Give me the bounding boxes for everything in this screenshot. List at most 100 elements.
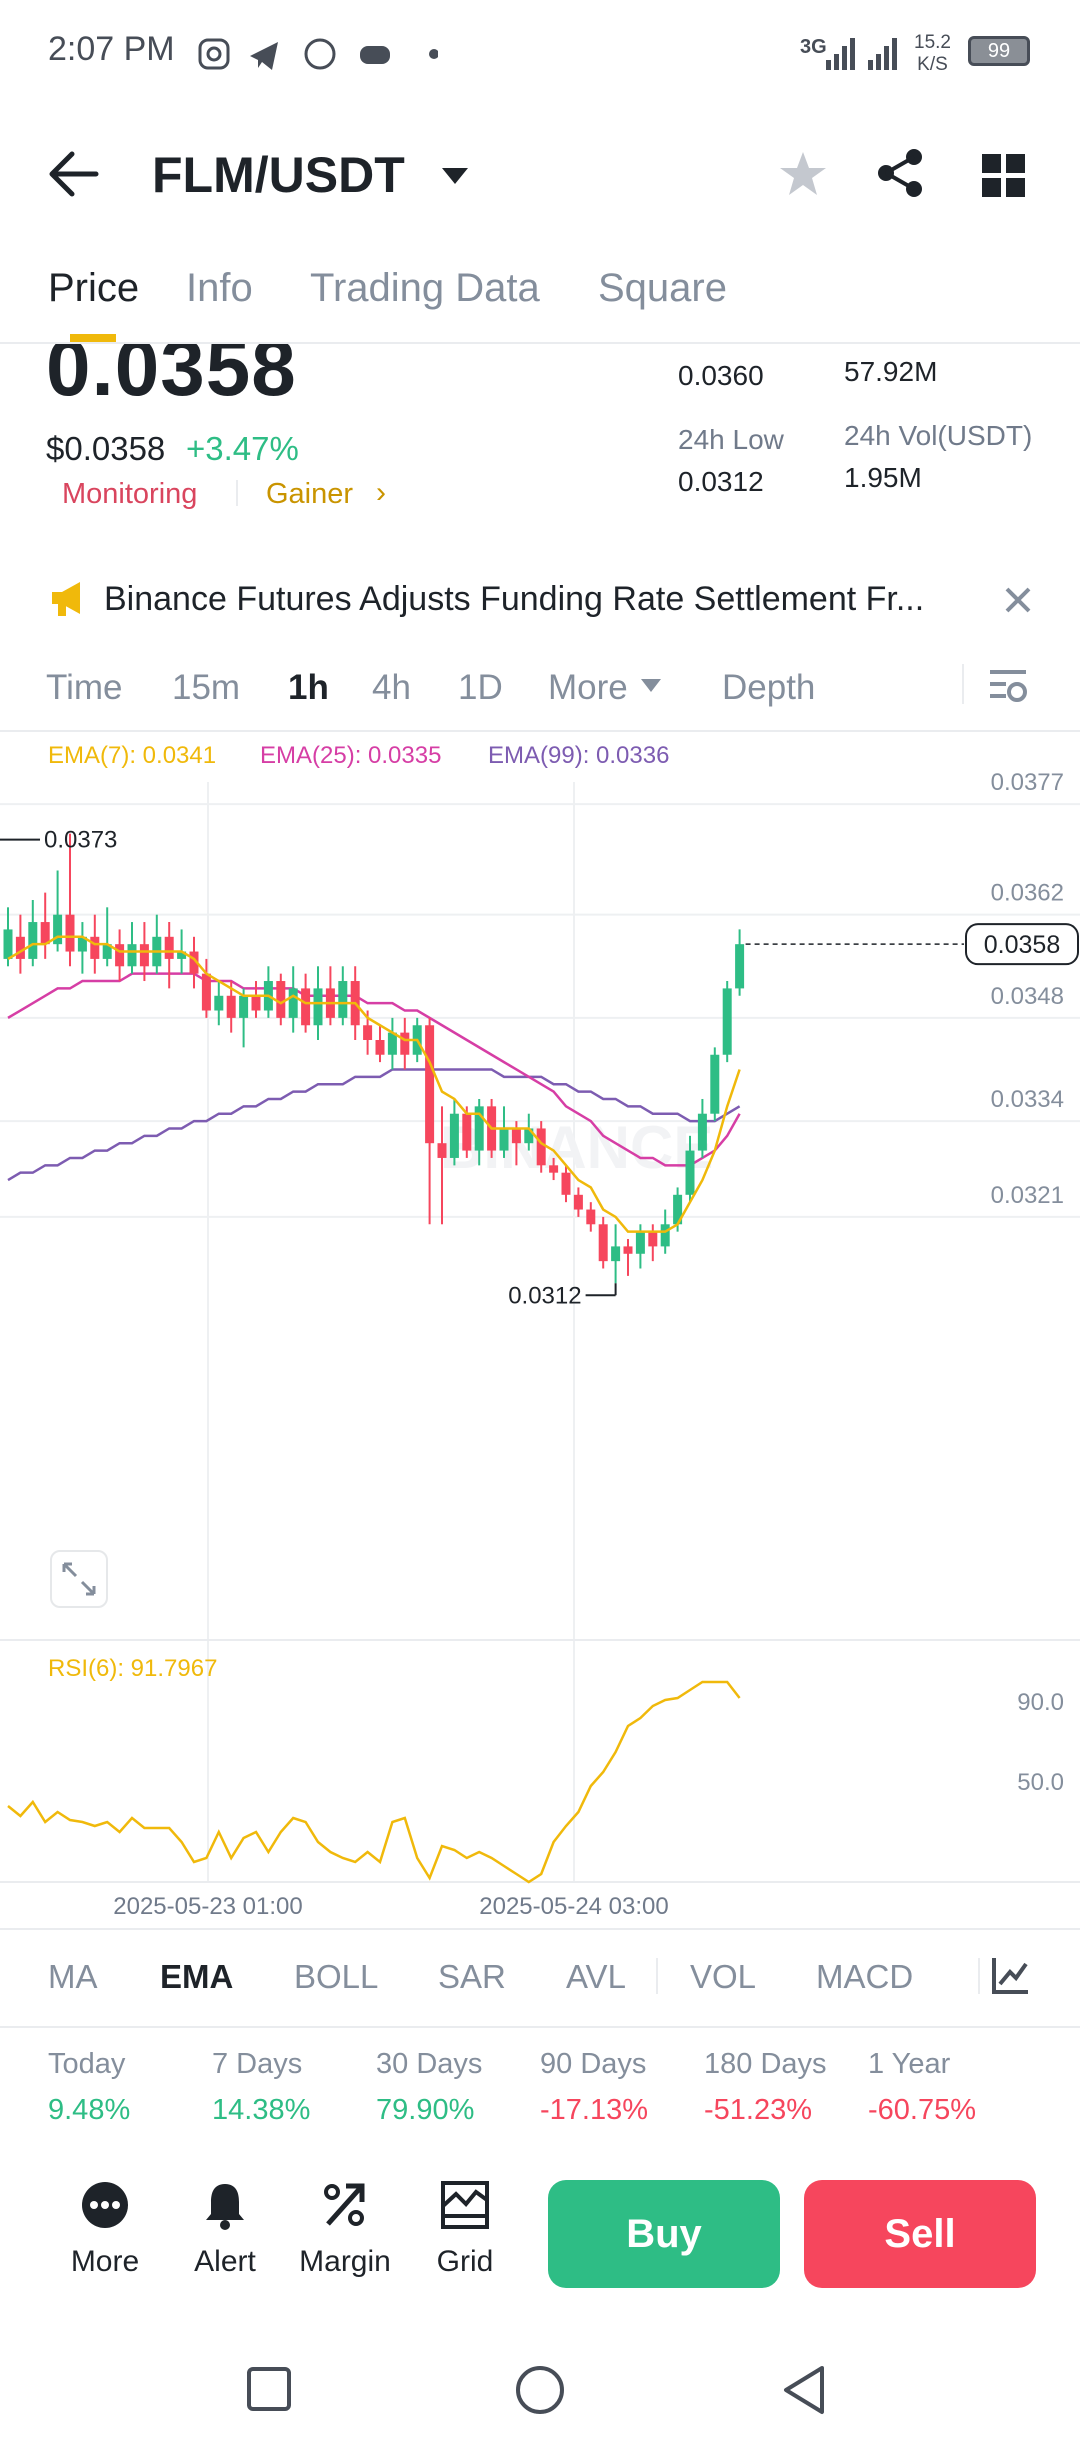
indicator-avl[interactable]: AVL: [566, 1958, 626, 1995]
close-icon[interactable]: [1004, 586, 1032, 614]
candle-body: [3, 929, 13, 959]
y-tick-label: 0.0362: [991, 880, 1064, 907]
performance-row: [0, 2026, 1080, 2156]
candle-body: [313, 988, 323, 1026]
candle-body: [722, 988, 732, 1055]
candle-body: [710, 1054, 720, 1114]
timeframe-1d[interactable]: 1D: [458, 668, 503, 707]
perf-value-7d: 14.38%: [212, 2094, 311, 2126]
perf-label-180d: 180 Days: [704, 2048, 827, 2080]
tab-trading-data[interactable]: Trading Data: [310, 266, 540, 310]
timeframe-15m[interactable]: 15m: [172, 668, 241, 707]
indicator-bar: [0, 1928, 1080, 2028]
tab-price[interactable]: Price: [48, 266, 140, 310]
indicator-ma[interactable]: MA: [48, 1958, 98, 1995]
candle-body: [573, 1194, 583, 1210]
ema99-label: EMA(99): 0.0336: [488, 742, 670, 769]
tab-info[interactable]: Info: [186, 266, 253, 310]
recent-apps-icon[interactable]: [246, 2366, 292, 2412]
candle-body: [536, 1128, 546, 1166]
candle-body: [387, 1032, 397, 1055]
indicator-ema[interactable]: EMA: [160, 1958, 234, 1995]
indicator-vol[interactable]: VOL: [690, 1958, 757, 1995]
sell-button[interactable]: Sell: [804, 2180, 1036, 2288]
status-app-icons: [198, 38, 438, 70]
timeframe-1h[interactable]: 1h: [288, 668, 329, 707]
y-tick-label: 0.0321: [991, 1182, 1064, 1209]
signal-icon: [826, 38, 897, 70]
candle-body: [598, 1224, 608, 1262]
alert-button[interactable]: Alert: [170, 2180, 280, 2279]
indicator-macd[interactable]: MACD: [816, 1958, 914, 1995]
rsi-tick-label: 50.0: [1017, 1769, 1064, 1796]
candle-body: [623, 1246, 633, 1254]
candlestick-chart[interactable]: 0.0377 0.0362 0.0348 0.0334 0.0321 BINANCE 0.0…: [0, 732, 1080, 1930]
x-axis-label: 2025-05-24 03:00: [479, 1893, 669, 1920]
candle-body: [735, 944, 745, 989]
price-section: 0.0358 $0.0358 +3.47% Monitoring Gainer …: [0, 344, 1080, 524]
candle-body: [177, 951, 187, 959]
y-tick-label: 0.0334: [991, 1086, 1064, 1113]
perf-value-1y: -60.75%: [868, 2094, 977, 2126]
perf-value-30d: 79.90%: [376, 2094, 475, 2126]
dot-icon: [429, 49, 438, 59]
timeframe-more[interactable]: More: [548, 668, 628, 707]
grid-button[interactable]: Grid: [410, 2180, 520, 2279]
header: FLM/USDT: [0, 110, 1080, 240]
timeframe-divider: [962, 664, 964, 704]
candle-body: [214, 995, 224, 1011]
candle-body: [685, 1150, 695, 1195]
timeframe-time[interactable]: Time: [46, 668, 123, 707]
candle-body: [239, 995, 249, 1018]
speed-value: 15.2: [914, 32, 951, 53]
telegram-icon: [250, 42, 278, 70]
high-marker-label: 0.0373: [44, 827, 117, 854]
tab-square[interactable]: Square: [598, 266, 727, 310]
pair-dropdown-icon[interactable]: [440, 166, 470, 186]
expand-button[interactable]: [50, 1550, 108, 1608]
expand-icon: [62, 1562, 96, 1596]
tag-monitoring[interactable]: Monitoring: [62, 478, 198, 510]
candle-body: [77, 936, 87, 952]
candle-body: [660, 1224, 670, 1247]
ema7-label: EMA(7): 0.0341: [48, 742, 217, 769]
buy-button[interactable]: Buy: [548, 2180, 780, 2288]
chart-settings-icon[interactable]: [988, 668, 1028, 704]
tag-gainer[interactable]: Gainer: [266, 478, 354, 510]
y-tick-label: 0.0348: [991, 983, 1064, 1010]
battery-icon: 99: [968, 36, 1030, 66]
rsi-label: RSI(6): 91.7967: [48, 1655, 217, 1682]
active-tab-indicator: [70, 334, 116, 342]
timeframe-depth[interactable]: Depth: [722, 668, 816, 707]
favorite-star-icon[interactable]: [778, 150, 828, 198]
share-icon[interactable]: [876, 148, 926, 198]
chart-area[interactable]: EMA(7): 0.0341 EMA(25): 0.0335 EMA(99): …: [0, 730, 1080, 1930]
margin-label: Margin: [299, 2245, 391, 2278]
indicator-settings-icon[interactable]: [990, 1956, 1030, 1996]
indicator-divider: [656, 1958, 658, 1994]
gamepad-icon: [360, 46, 390, 64]
gainer-chevron-icon[interactable]: ›: [376, 476, 386, 509]
announcement-text[interactable]: Binance Futures Adjusts Funding Rate Set…: [104, 580, 925, 618]
candle-body: [127, 944, 137, 967]
announcement-bar[interactable]: Binance Futures Adjusts Funding Rate Set…: [0, 560, 1080, 638]
back-arrow-icon[interactable]: [46, 150, 102, 198]
grid-layout-icon[interactable]: [982, 154, 1026, 198]
more-button[interactable]: More: [50, 2180, 160, 2279]
candle-body: [425, 1025, 435, 1144]
instagram-icon: [198, 38, 230, 70]
nav-back-icon[interactable]: [780, 2364, 828, 2416]
price-usd: $0.0358: [46, 430, 166, 467]
pair-title[interactable]: FLM/USDT: [152, 147, 405, 203]
indicator-sar[interactable]: SAR: [438, 1958, 506, 1995]
timeframe-4h[interactable]: 4h: [372, 668, 411, 707]
more-icon: [82, 2182, 128, 2228]
perf-label-7d: 7 Days: [212, 2048, 303, 2080]
network-type: 3G: [800, 36, 827, 58]
indicator-boll[interactable]: BOLL: [294, 1958, 379, 1995]
more-dropdown-icon[interactable]: [640, 678, 662, 694]
home-icon[interactable]: [514, 2364, 566, 2416]
margin-button[interactable]: Margin: [290, 2180, 400, 2279]
grid-bot-icon: [441, 2181, 489, 2229]
watermark: BINANCE: [440, 1114, 713, 1181]
